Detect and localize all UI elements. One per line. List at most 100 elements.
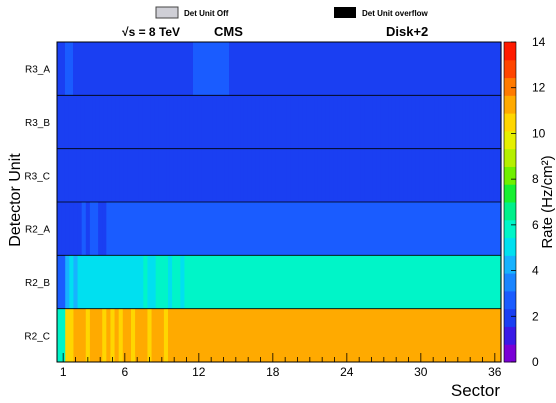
heatmap-cell bbox=[57, 148, 62, 203]
heatmap-cell bbox=[489, 148, 494, 203]
heatmap-cell bbox=[368, 148, 374, 203]
heatmap-cell bbox=[123, 95, 128, 150]
heatmap-cell bbox=[328, 308, 334, 363]
heatmap-cell bbox=[329, 95, 335, 150]
heatmap-cell bbox=[357, 255, 362, 310]
heatmap-cell bbox=[435, 308, 440, 363]
heatmap-cell bbox=[81, 202, 87, 256]
heatmap-cell bbox=[446, 95, 451, 150]
heatmap-cell bbox=[438, 148, 444, 203]
heatmap-cell bbox=[279, 308, 284, 363]
color-scale-tick-label: 2 bbox=[532, 309, 539, 323]
heatmap-cell bbox=[496, 308, 502, 363]
color-scale-band bbox=[504, 42, 516, 61]
heatmap-cell bbox=[422, 308, 428, 363]
heatmap-cell bbox=[348, 308, 354, 363]
color-scale-band bbox=[504, 290, 516, 310]
y-tick-label: R3_A bbox=[25, 65, 50, 76]
heatmap-cell bbox=[201, 95, 206, 150]
heatmap-cell bbox=[189, 148, 194, 203]
heatmap-cell bbox=[399, 148, 405, 203]
heatmap-cell bbox=[329, 148, 335, 203]
heatmap-cell bbox=[205, 308, 210, 363]
heatmap-cell bbox=[208, 95, 214, 150]
heatmap-cell bbox=[275, 95, 280, 150]
color-scale-band bbox=[504, 95, 516, 114]
heatmap-cell bbox=[413, 42, 418, 96]
heatmap-cell bbox=[443, 255, 449, 310]
cms-label: CMS bbox=[214, 24, 243, 39]
heatmap-cell bbox=[213, 255, 218, 310]
heatmap-cell bbox=[193, 42, 198, 96]
heatmap-cell bbox=[286, 148, 292, 203]
heatmap-cell bbox=[357, 308, 362, 363]
heatmap-cell bbox=[360, 95, 366, 150]
heatmap-cell bbox=[337, 148, 342, 203]
heatmap-cell bbox=[399, 95, 405, 150]
heatmap-cell bbox=[249, 42, 254, 96]
heatmap-cell bbox=[481, 148, 487, 203]
heatmap-cell bbox=[217, 308, 223, 363]
heatmap-cell bbox=[497, 42, 502, 96]
heatmap-cell bbox=[415, 148, 420, 203]
heatmap-cell bbox=[99, 95, 105, 150]
heatmap-cell bbox=[455, 255, 461, 310]
heatmap-cell bbox=[85, 202, 91, 256]
y-axis-title: Detector Unit bbox=[7, 153, 24, 247]
heatmap-cell bbox=[385, 202, 391, 256]
heatmap-cell bbox=[340, 202, 346, 256]
heatmap-cell bbox=[57, 95, 62, 150]
heatmap-cell bbox=[270, 202, 276, 256]
heatmap-cell bbox=[159, 202, 165, 256]
heatmap-cell bbox=[143, 308, 149, 363]
heatmap-cell bbox=[201, 148, 206, 203]
heatmap-cell bbox=[243, 95, 249, 150]
heatmap-cell bbox=[401, 42, 406, 96]
heatmap-cell bbox=[267, 148, 272, 203]
heatmap-cell bbox=[169, 95, 175, 150]
heatmap-cell bbox=[417, 42, 422, 96]
x-tick-label: 6 bbox=[121, 365, 128, 379]
heatmap-cell bbox=[94, 202, 99, 256]
heatmap-cell bbox=[84, 95, 89, 150]
heatmap-cell bbox=[254, 308, 260, 363]
heatmap-cell bbox=[299, 255, 305, 310]
heatmap-cell bbox=[389, 42, 394, 96]
color-scale-band bbox=[504, 130, 516, 150]
heatmap-cell bbox=[291, 308, 297, 363]
heatmap-cell bbox=[410, 202, 416, 256]
heatmap-cell bbox=[172, 308, 177, 363]
heatmap-cell bbox=[89, 308, 95, 363]
heatmap-cell bbox=[180, 255, 186, 310]
heatmap-cell bbox=[60, 148, 66, 203]
heatmap-cell bbox=[287, 202, 292, 256]
heatmap-cell bbox=[147, 255, 153, 310]
heatmap-cell bbox=[390, 255, 395, 310]
color-scale-band bbox=[504, 219, 516, 239]
heatmap-cell bbox=[299, 308, 305, 363]
heatmap-cell bbox=[336, 202, 342, 256]
heatmap-cell bbox=[398, 202, 403, 256]
heatmap-cell bbox=[427, 308, 432, 363]
heatmap-cell bbox=[122, 202, 128, 256]
heatmap-cell bbox=[446, 148, 451, 203]
heatmap-cell bbox=[333, 95, 339, 150]
heatmap-cell bbox=[213, 42, 218, 96]
heatmap-cell bbox=[89, 255, 95, 310]
heatmap-cell bbox=[265, 42, 270, 96]
heatmap-cell bbox=[295, 308, 301, 363]
heatmap-cell bbox=[492, 202, 498, 256]
heatmap-cell bbox=[258, 308, 264, 363]
heatmap-cell bbox=[277, 42, 282, 96]
heatmap-cell bbox=[320, 255, 325, 310]
heatmap-cell bbox=[89, 202, 95, 256]
heatmap-cell bbox=[213, 308, 218, 363]
heatmap-cell bbox=[262, 308, 268, 363]
heatmap-cell bbox=[349, 42, 354, 96]
heatmap-cell bbox=[357, 202, 362, 256]
heatmap-cell bbox=[398, 255, 403, 310]
heatmap-cell bbox=[458, 95, 463, 150]
heatmap-cell bbox=[168, 255, 173, 310]
heatmap-cell bbox=[407, 148, 413, 203]
heatmap-cell bbox=[485, 95, 490, 150]
